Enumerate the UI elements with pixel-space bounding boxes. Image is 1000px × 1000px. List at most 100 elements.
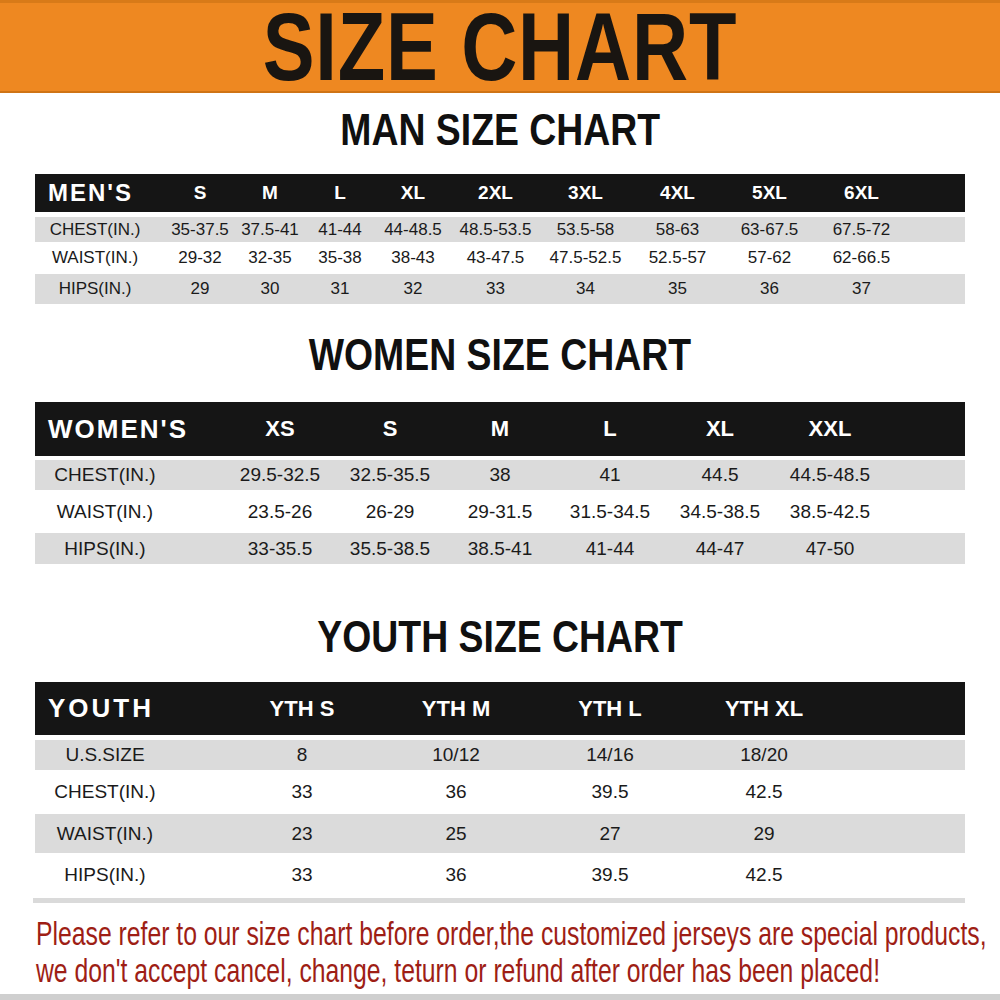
- table-cell: 27: [533, 823, 687, 845]
- table-cell: 23: [225, 823, 379, 845]
- table-row: CHEST(IN.)29.5-32.532.5-35.5384144.544.5…: [35, 460, 965, 490]
- table-cell: 33-35.5: [225, 538, 335, 560]
- column-header: S: [165, 182, 235, 204]
- women-section-title: WOMEN SIZE CHART: [0, 333, 1000, 377]
- column-header: YTH S: [225, 696, 379, 722]
- table-cell: 32-35: [235, 248, 305, 268]
- table-cell: 41-44: [555, 538, 665, 560]
- column-header: 6XL: [815, 182, 908, 204]
- table-cell: 29-32: [165, 248, 235, 268]
- column-header: XL: [665, 416, 775, 442]
- row-label: U.S.SIZE: [35, 744, 225, 766]
- column-header: XXL: [775, 416, 885, 442]
- row-label: CHEST(IN.): [35, 781, 225, 803]
- man-section-title: MAN SIZE CHART: [0, 108, 1000, 152]
- table-row: CHEST(IN.)35-37.537.5-4141-4444-48.548.5…: [35, 217, 965, 242]
- table-row: WAIST(IN.)23.5-2626-2929-31.531.5-34.534…: [35, 490, 965, 533]
- women-size-table: WOMEN'SXSSMLXLXXL CHEST(IN.)29.5-32.532.…: [35, 402, 965, 564]
- table-row: WAIST(IN.)23252729: [35, 814, 965, 853]
- table-cell: 44.5: [665, 464, 775, 486]
- row-label: WAIST(IN.): [35, 823, 225, 845]
- table-cell: 44-47: [665, 538, 775, 560]
- column-header: XS: [225, 416, 335, 442]
- table-cell: 44.5-48.5: [775, 464, 885, 486]
- column-header: YTH L: [533, 696, 687, 722]
- table-cell: 67.5-72: [815, 220, 908, 240]
- table-bottom-divider: [33, 898, 965, 903]
- women-table-header: WOMEN'SXSSMLXLXXL: [35, 402, 965, 456]
- table-cell: 32: [375, 279, 451, 299]
- table-cell: 38-43: [375, 248, 451, 268]
- row-label: WAIST(IN.): [35, 248, 165, 268]
- table-cell: 35.5-38.5: [335, 538, 445, 560]
- table-cell: 38.5-42.5: [775, 501, 885, 523]
- table-row: HIPS(IN.)33-35.535.5-38.538.5-4141-4444-…: [35, 533, 965, 564]
- size-chart-banner: SIZE CHART: [0, 0, 1000, 93]
- table-cell: 30: [235, 279, 305, 299]
- column-header: XL: [375, 182, 451, 204]
- table-header-label: YOUTH: [35, 693, 225, 724]
- row-label: HIPS(IN.): [35, 538, 225, 560]
- table-cell: 34: [540, 279, 631, 299]
- table-cell: 42.5: [687, 781, 841, 803]
- table-cell: 14/16: [533, 744, 687, 766]
- table-cell: 62-66.5: [815, 248, 908, 268]
- table-cell: 23.5-26: [225, 501, 335, 523]
- row-label: HIPS(IN.): [35, 864, 225, 886]
- youth-table-header: YOUTHYTH SYTH MYTH LYTH XL: [35, 682, 965, 735]
- table-cell: 29: [687, 823, 841, 845]
- table-header-label: WOMEN'S: [35, 414, 225, 445]
- table-cell: 25: [379, 823, 533, 845]
- table-row: HIPS(IN.)333639.542.5: [35, 853, 965, 897]
- column-header: L: [555, 416, 665, 442]
- table-cell: 33: [451, 279, 540, 299]
- table-cell: 33: [225, 864, 379, 886]
- banner-title: SIZE CHART: [263, 0, 738, 102]
- men-size-table: MEN'SSMLXL2XL3XL4XL5XL6XL CHEST(IN.)35-3…: [35, 174, 965, 304]
- table-cell: 47.5-52.5: [540, 248, 631, 268]
- youth-section-title: YOUTH SIZE CHART: [0, 615, 1000, 659]
- table-cell: 48.5-53.5: [451, 220, 540, 240]
- column-header: M: [235, 182, 305, 204]
- table-cell: 36: [379, 864, 533, 886]
- table-cell: 26-29: [335, 501, 445, 523]
- table-cell: 44-48.5: [375, 220, 451, 240]
- table-row: CHEST(IN.)333639.542.5: [35, 770, 965, 814]
- table-cell: 58-63: [631, 220, 724, 240]
- table-cell: 31: [305, 279, 375, 299]
- table-cell: 31.5-34.5: [555, 501, 665, 523]
- row-label: CHEST(IN.): [35, 464, 225, 486]
- table-cell: 39.5: [533, 781, 687, 803]
- table-cell: 38.5-41: [445, 538, 555, 560]
- column-header: YTH XL: [687, 696, 841, 722]
- table-cell: 39.5: [533, 864, 687, 886]
- column-header: 2XL: [451, 182, 540, 204]
- table-cell: 36: [379, 781, 533, 803]
- table-cell: 32.5-35.5: [335, 464, 445, 486]
- table-cell: 35-38: [305, 248, 375, 268]
- table-cell: 37: [815, 279, 908, 299]
- table-cell: 42.5: [687, 864, 841, 886]
- table-cell: 35-37.5: [165, 220, 235, 240]
- row-label: WAIST(IN.): [35, 501, 225, 523]
- table-cell: 52.5-57: [631, 248, 724, 268]
- table-cell: 43-47.5: [451, 248, 540, 268]
- table-row: HIPS(IN.)293031323334353637: [35, 274, 965, 304]
- table-cell: 37.5-41: [235, 220, 305, 240]
- column-header: 5XL: [724, 182, 815, 204]
- table-cell: 41-44: [305, 220, 375, 240]
- men-table-header: MEN'SSMLXL2XL3XL4XL5XL6XL: [35, 174, 965, 212]
- table-cell: 29-31.5: [445, 501, 555, 523]
- column-header: S: [335, 416, 445, 442]
- table-row: U.S.SIZE810/1214/1618/20: [35, 740, 965, 770]
- table-cell: 29.5-32.5: [225, 464, 335, 486]
- column-header: 3XL: [540, 182, 631, 204]
- table-cell: 35: [631, 279, 724, 299]
- column-header: L: [305, 182, 375, 204]
- table-cell: 53.5-58: [540, 220, 631, 240]
- table-row: WAIST(IN.)29-3232-3535-3838-4343-47.547.…: [35, 242, 965, 274]
- footer-disclaimer-line-1: Please refer to our size chart before or…: [36, 917, 987, 950]
- row-label: HIPS(IN.): [35, 279, 165, 299]
- table-cell: 33: [225, 781, 379, 803]
- youth-size-table: YOUTHYTH SYTH MYTH LYTH XL U.S.SIZE810/1…: [35, 682, 965, 897]
